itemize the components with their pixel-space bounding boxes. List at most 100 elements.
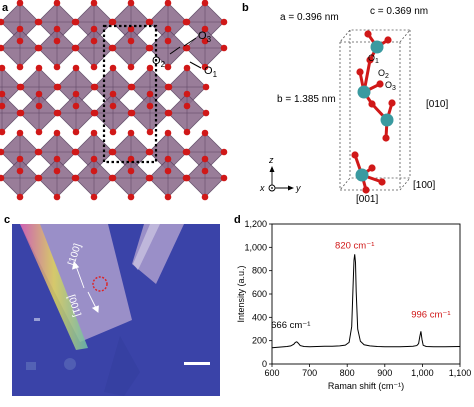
oxygen-atom [90,0,98,7]
optical-image: [100] [001] [12,224,220,396]
oxygen-atom [34,174,42,182]
oxygen-atom [71,148,79,156]
oxygen-atom [127,167,135,175]
scale-bar [184,362,210,365]
x-tick-label: 600 [264,368,279,378]
oxygen-atom [378,178,386,186]
octahedra-layers [0,2,225,198]
oxygen-atom [146,90,154,98]
x-tick-label: 900 [377,368,392,378]
o2-pointer [169,46,181,55]
oxygen-atom [164,37,172,45]
direction-100: [100] [413,180,435,191]
oxygen-atom [109,128,117,136]
oxygen-atom [90,83,98,91]
oxygen-atom [90,129,98,137]
oxygen-atom [376,80,384,88]
oxygen-atom [201,129,209,137]
oxygen-atom [182,18,190,26]
oxygen-atom [72,64,80,72]
oxygen-atom [164,109,172,117]
oxygen-atom [53,155,61,163]
oxygen-atom [146,64,154,72]
o1-pointer [189,61,202,69]
y-tick-label: 600 [252,289,267,299]
oxygen-atom [356,68,364,76]
raman-series-line [271,254,461,349]
metal-atom [380,113,394,127]
oxygen-atom [127,109,135,117]
peak-label: 820 cm⁻¹ [335,240,374,251]
atom-o3-label: O3 [385,80,396,92]
y-tick-label: 400 [252,312,267,322]
oxygen-atom [164,155,172,163]
oxygen-atom [0,18,5,26]
oxygen-atom [201,25,209,33]
oxygen-atom [53,37,61,45]
oxygen-atom [182,44,190,52]
oxygen-atom [0,148,5,156]
oxygen-atom [201,155,209,163]
oxygen-atom [90,155,98,163]
panel-d-letter: d [234,214,241,226]
direction-001: [001] [356,194,378,205]
oxygen-atom [368,100,376,108]
x-tick-label: 800 [340,368,355,378]
panel-b-letter: b [242,2,249,14]
o2-label: O2 [152,55,166,69]
oxygen-atom [0,128,6,136]
oxygen-atom [109,90,117,98]
oxygen-atom [127,63,135,71]
oxygen-atom [201,37,209,45]
oxygen-atoms [0,0,228,201]
oxygen-atom [127,25,135,33]
oxygen-atom [90,25,98,33]
oxygen-atom [90,167,98,175]
oxygen-atom [35,128,43,136]
o1-label: O1 [204,65,218,79]
oxygen-atom [53,193,61,201]
oxygen-atom [164,83,172,91]
oxygen-atom [16,129,24,137]
oxygen-atom [362,186,370,194]
panel-a-octahedra: a O3 O2 O1 [0,0,236,205]
oxygen-atom [16,155,24,163]
lattice-c: c = 0.369 nm [370,6,428,17]
oxygen-atom [388,99,396,107]
oxygen-atom [35,90,43,98]
metal-atom [355,168,369,182]
flake-second-edge [133,224,160,270]
chart-series [271,254,461,349]
oxygen-atom [182,174,190,182]
oxygen-atom [220,174,228,182]
panel-c-letter: c [4,214,11,226]
octahedra-lattice: O3 O2 O1 [0,0,228,201]
metal-atom [370,40,384,54]
x-tick-label: 700 [302,368,317,378]
axis-y-label: y [295,183,301,193]
oxygen-atom [183,102,191,110]
oxygen-atom [220,44,228,52]
oxygen-atom [127,129,135,137]
oxygen-atom [146,128,154,136]
oxygen-atom [164,0,172,7]
oxygen-atom [164,129,172,137]
oxygen-atom [16,25,24,33]
oxygen-atom [202,83,210,91]
oxygen-atom [384,36,392,44]
oxygen-atom [145,18,153,26]
oxygen-atom [109,64,117,72]
oxygen-atom [53,0,61,7]
direction-arrows [72,261,99,313]
oxygen-atom [183,128,191,136]
panel-d-raman-chart: d 600 700 800 900 1,000 1,100 0 200 400 600 800 1,0… [232,212,474,402]
oxygen-atom [164,167,172,175]
o3-label: O3 [198,30,212,44]
y-tick-label: 200 [252,336,267,346]
oxygen-atom [72,102,80,110]
oxygen-atom [90,37,98,45]
x-tick-label: 1,100 [449,368,472,378]
oxygen-atom [53,25,61,33]
oxygen-atom [220,18,228,26]
oxygen-atom [16,83,24,91]
